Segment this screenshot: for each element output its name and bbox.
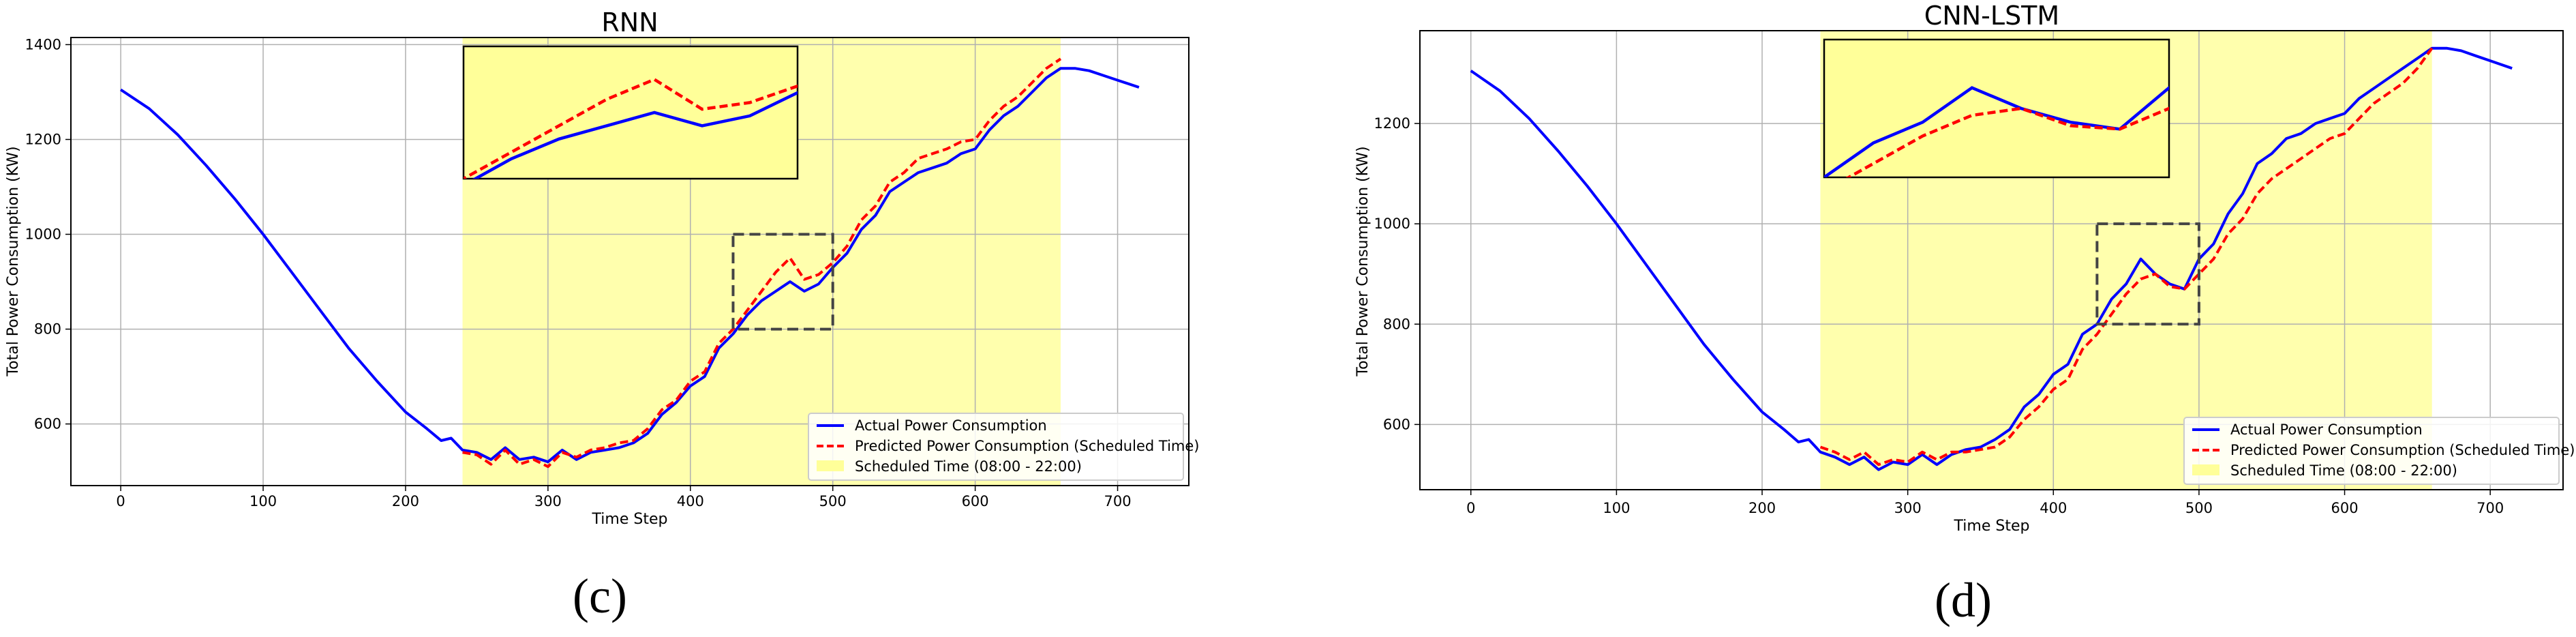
panel-letter: (c) [573,569,627,623]
chart-title: RNN [601,8,658,38]
gridlines [71,38,1189,486]
legend-predicted-label: Predicted Power Consumption (Scheduled T… [855,438,1199,454]
x-tick-label: 400 [677,493,704,509]
x-tick-label: 600 [2331,500,2359,516]
x-axis-label: Time Step [592,511,668,528]
x-tick-label: 300 [1894,500,1922,516]
legend: Actual Power Consumption Predicted Power… [2183,417,2575,485]
legend-scheduled-label: Scheduled Time (08:00 - 22:00) [2230,462,2457,479]
x-tick-label: 200 [1748,500,1776,516]
zoom-region-box [731,233,834,331]
x-tick-label: 0 [116,493,125,509]
legend-scheduled-label: Scheduled Time (08:00 - 22:00) [855,458,1082,475]
legend-scheduled-swatch [2192,464,2219,475]
inset-predicted-line [1845,106,2169,177]
axis-ticks: 0 100 200 300 400 500 600 700 600 800 1000 1200 [1374,115,2504,516]
legend-predicted-label: Predicted Power Consumption (Scheduled T… [2230,442,2575,458]
legend: Actual Power Consumption Predicted Power… [808,413,1199,481]
x-tick-label: 700 [1104,493,1131,509]
x-tick-label: 100 [249,493,277,509]
series-actual-line [119,67,1140,464]
x-tick-label: 300 [534,493,562,509]
plot-frame [70,37,1189,486]
y-axis-label: Total Power Consumption (KW) [1354,146,1372,376]
inset-zoom [462,45,799,180]
inset-predicted-line [464,77,798,179]
series-predicted-line [462,57,1062,469]
x-tick-label: 100 [1603,500,1630,516]
legend-actual-label: Actual Power Consumption [855,417,1047,434]
x-tick-label: 400 [2040,500,2067,516]
series-lines [1470,46,2513,471]
series-actual-line [1470,46,2513,471]
x-tick-label: 700 [2476,500,2504,516]
chart-title: CNN-LSTM [1924,1,2059,31]
x-tick-label: 200 [392,493,419,509]
plot-frame [1419,30,2564,490]
x-tick-label: 500 [2185,500,2213,516]
y-tick-label: 1000 [1374,216,1410,232]
y-axis-label: Total Power Consumption (KW) [5,146,22,376]
series-predicted-line [1819,47,2434,466]
y-tick-label: 1000 [25,226,61,243]
panel-letter: (d) [1935,573,1992,627]
y-tick-label: 1200 [25,131,61,147]
zoom-region-box [2095,222,2200,326]
y-tick-label: 1400 [25,36,61,53]
legend-box [2183,417,2560,485]
axis-ticks: 0 100 200 300 400 500 600 700 600 800 1000 1200 1400 [25,36,1132,509]
series-lines [119,57,1140,469]
legend-actual-label: Actual Power Consumption [2230,421,2423,438]
x-axis-label: Time Step [1954,518,2030,535]
y-tick-label: 1200 [1374,115,1410,132]
x-tick-label: 0 [1466,500,1475,516]
y-tick-label: 800 [34,321,61,338]
legend-scheduled-swatch [817,460,844,471]
y-tick-label: 800 [1383,316,1410,332]
chart-panel-rnn: RNN 0 100 200 300 400 500 600 700 600 800 1000 1200… [5,8,1199,623]
y-tick-label: 600 [34,416,61,432]
inset-background [1823,38,2170,179]
inset-zoom [1823,38,2170,179]
legend-box [808,413,1184,481]
y-tick-label: 600 [1383,416,1410,432]
x-tick-label: 500 [819,493,847,509]
x-tick-label: 600 [962,493,989,509]
